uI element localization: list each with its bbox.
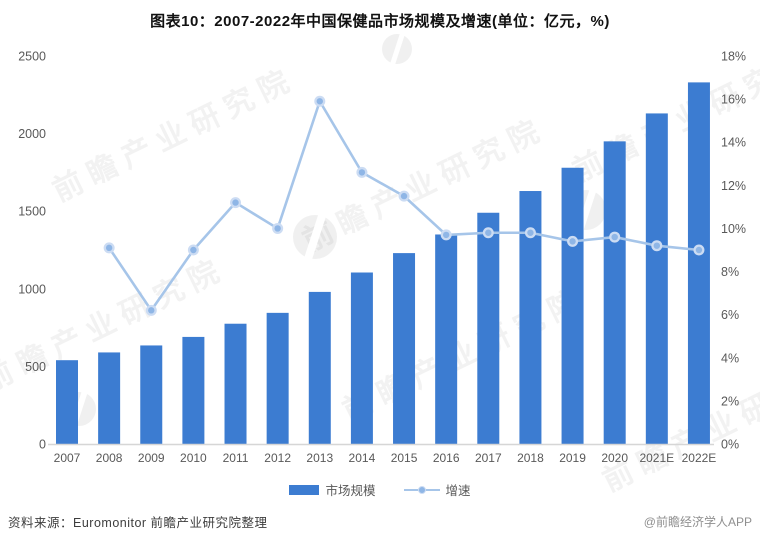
y-left-tick-label: 0 <box>39 438 46 452</box>
growth-marker <box>316 98 323 105</box>
bar-2015 <box>393 253 416 444</box>
x-tick-label: 2021E <box>639 451 674 465</box>
x-tick-label: 2011 <box>223 451 249 465</box>
bar-2008 <box>98 352 121 444</box>
growth-marker <box>274 225 281 232</box>
bar-2011 <box>224 323 247 444</box>
y-left-tick-label: 1000 <box>18 282 46 296</box>
bar-2007 <box>56 360 78 444</box>
x-tick-label: 2018 <box>517 451 544 465</box>
y-left-tick-label: 2500 <box>18 50 46 64</box>
x-tick-label: 2013 <box>306 451 333 465</box>
y-right-tick-label: 16% <box>721 93 746 107</box>
x-tick-label: 2009 <box>138 451 165 465</box>
growth-marker <box>485 229 492 236</box>
growth-marker <box>695 246 703 254</box>
bar-2009 <box>140 345 163 444</box>
y-right-tick-label: 0% <box>721 438 739 452</box>
y-right-tick-label: 2% <box>721 394 739 408</box>
y-right-tick-label: 4% <box>721 351 739 365</box>
x-tick-label: 2022E <box>682 451 717 465</box>
y-right-tick-label: 6% <box>721 308 739 322</box>
growth-marker <box>442 231 450 239</box>
bar-2016 <box>435 234 458 444</box>
bar-2018 <box>519 191 542 444</box>
growth-marker <box>105 244 113 252</box>
x-tick-label: 2016 <box>433 451 460 465</box>
legend-item-market-size: 市场规模 <box>289 480 376 499</box>
bar-2012 <box>266 312 289 444</box>
y-left-tick-label: 1500 <box>18 205 46 219</box>
y-right-tick-label: 10% <box>721 222 746 236</box>
source-note: 资料来源：Euromonitor 前瞻产业研究院整理 <box>8 516 268 530</box>
x-tick-label: 2014 <box>349 451 376 465</box>
bar-2022E <box>687 82 710 444</box>
y-right-tick-label: 18% <box>721 50 746 64</box>
legend-label: 增速 <box>445 484 471 498</box>
legend-label: 市场规模 <box>325 484 376 498</box>
x-tick-label: 2017 <box>475 451 502 465</box>
bar-2020 <box>603 141 626 445</box>
x-tick-label: 2008 <box>96 451 123 465</box>
bar-series-swatch <box>289 484 320 495</box>
x-tick-label: 2015 <box>391 451 418 465</box>
credit-note: @前瞻经济学人APP <box>643 515 752 529</box>
y-left-tick-label: 500 <box>25 360 46 374</box>
y-right-tick-label: 12% <box>721 179 746 193</box>
line-series-swatch <box>403 485 440 495</box>
line-swatch-marker <box>417 485 426 494</box>
bar-2014 <box>350 272 373 444</box>
growth-marker <box>653 242 661 249</box>
x-tick-label: 2019 <box>559 451 586 465</box>
x-tick-label: 2020 <box>601 451 628 465</box>
y-right-tick-label: 8% <box>721 265 739 279</box>
growth-marker <box>569 238 576 245</box>
y-left-tick-label: 2000 <box>18 127 46 141</box>
legend: 市场规模 增速 <box>0 480 760 499</box>
growth-marker <box>148 307 155 314</box>
growth-marker <box>232 199 239 206</box>
x-tick-label: 2012 <box>264 451 291 465</box>
growth-marker <box>400 192 408 200</box>
x-tick-label: 2007 <box>54 451 81 465</box>
bar-2021E <box>645 113 668 444</box>
growth-marker <box>527 229 534 236</box>
chart-title: 图表10：2007-2022年中国保健品市场规模及增速(单位：亿元，%) <box>150 13 610 30</box>
bar-2017 <box>477 212 500 444</box>
bar-2013 <box>308 291 331 444</box>
growth-marker <box>358 169 366 176</box>
bar-2010 <box>182 336 205 444</box>
x-tick-label: 2010 <box>180 451 207 465</box>
growth-marker <box>611 233 618 241</box>
y-right-tick-label: 14% <box>721 136 746 150</box>
legend-item-growth: 增速 <box>403 480 471 499</box>
growth-marker <box>190 246 197 254</box>
bar-2019 <box>561 167 584 444</box>
